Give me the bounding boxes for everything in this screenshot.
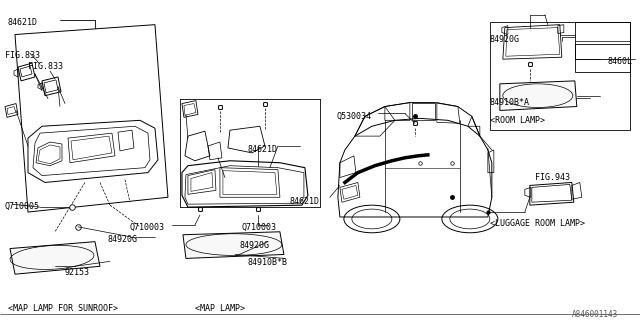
Text: 84910B*A: 84910B*A: [490, 98, 530, 107]
Bar: [575, 44, 630, 72]
Text: FIG.833: FIG.833: [28, 62, 63, 71]
Text: 84621D: 84621D: [290, 197, 320, 206]
Text: <MAP LAMP>: <MAP LAMP>: [195, 304, 245, 313]
Text: <LUGGAGE ROOM LAMP>: <LUGGAGE ROOM LAMP>: [490, 219, 585, 228]
Text: 84621D: 84621D: [248, 145, 278, 154]
Text: 84920G: 84920G: [108, 235, 138, 244]
Text: 84621D: 84621D: [8, 18, 38, 27]
Text: FIG.943: FIG.943: [535, 172, 570, 182]
Text: <MAP LAMP FOR SUNROOF>: <MAP LAMP FOR SUNROOF>: [8, 304, 118, 313]
Text: Q530034: Q530034: [337, 111, 372, 120]
Text: 84920G: 84920G: [240, 241, 270, 250]
Text: 92153: 92153: [65, 268, 90, 277]
Text: Q710003: Q710003: [242, 223, 277, 232]
Text: Q710005: Q710005: [5, 202, 40, 211]
Text: FIG.833: FIG.833: [5, 51, 40, 60]
Bar: [575, 22, 630, 59]
Polygon shape: [183, 232, 284, 259]
Text: Q710003: Q710003: [130, 223, 165, 232]
Text: 8460L: 8460L: [608, 57, 633, 66]
Text: <ROOM LAMP>: <ROOM LAMP>: [490, 116, 545, 125]
Text: 84910B*B: 84910B*B: [248, 259, 288, 268]
Text: A846001143: A846001143: [572, 310, 618, 319]
Bar: [490, 22, 630, 130]
Polygon shape: [500, 81, 577, 110]
Text: 84920G: 84920G: [490, 35, 520, 44]
Polygon shape: [10, 242, 100, 274]
